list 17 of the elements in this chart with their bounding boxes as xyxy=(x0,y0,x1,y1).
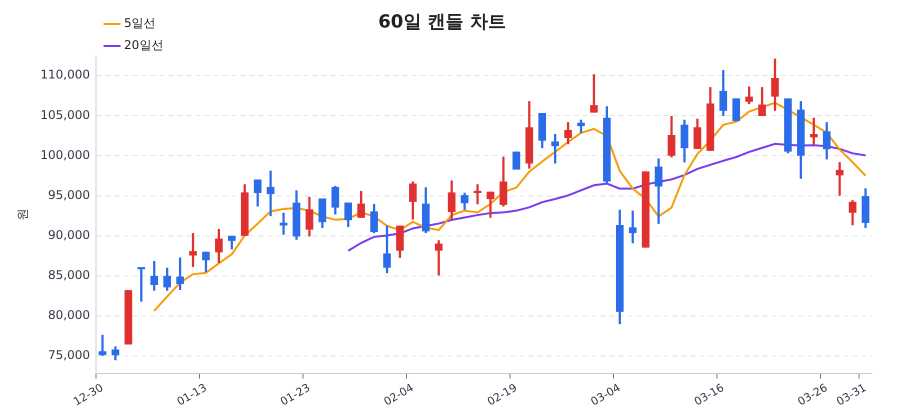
chart-title: 60일 캔들 차트 xyxy=(378,11,506,32)
legend-label: 20일선 xyxy=(124,38,164,52)
candlestick xyxy=(836,162,844,196)
candlestick xyxy=(137,267,146,302)
y-tick-label: 85,000 xyxy=(48,268,90,282)
legend-label: 5일선 xyxy=(124,16,156,30)
y-tick-label: 105,000 xyxy=(40,108,90,122)
y-tick-label: 90,000 xyxy=(48,228,90,242)
y-tick-label: 100,000 xyxy=(40,148,90,162)
y-axis-title: 원 xyxy=(15,208,30,221)
y-tick-label: 80,000 xyxy=(48,308,90,322)
candlestick xyxy=(628,210,637,244)
y-tick-label: 110,000 xyxy=(40,68,90,82)
y-tick-label: 95,000 xyxy=(48,188,90,202)
y-tick-label: 75,000 xyxy=(48,348,90,362)
candlestick xyxy=(551,134,559,164)
candlestick xyxy=(810,118,818,145)
